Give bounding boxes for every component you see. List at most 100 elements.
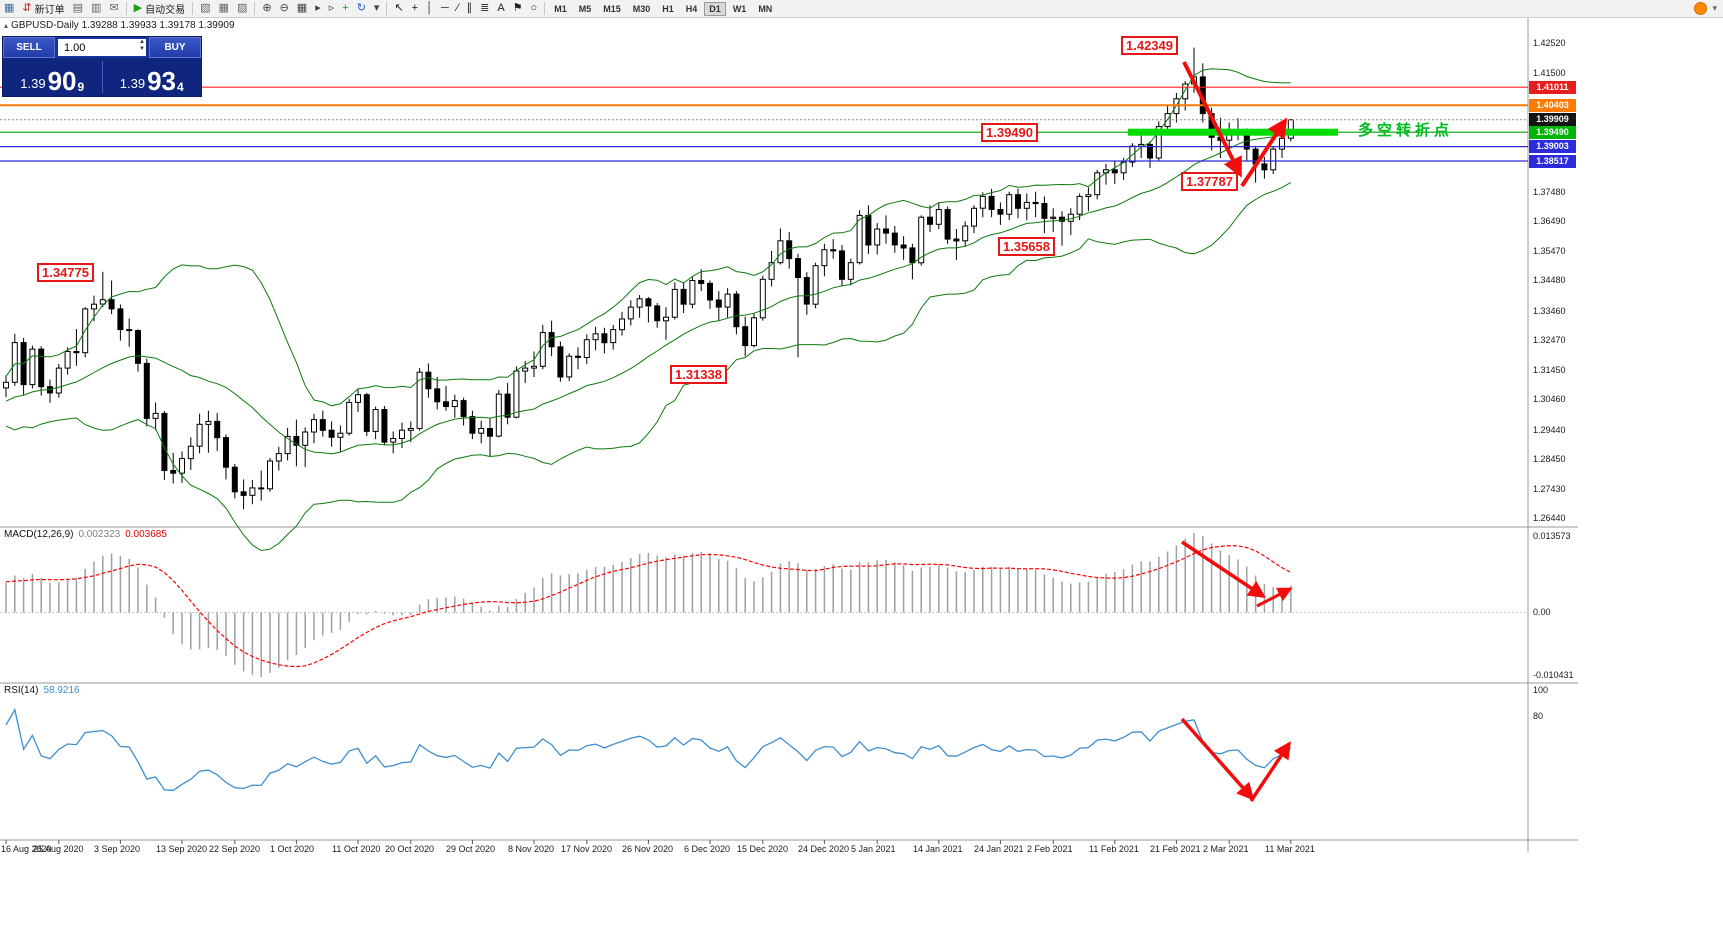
- bollinger-middle[interactable]: [5, 132, 1291, 455]
- new-order-button: ⇵: [22, 2, 32, 14]
- volume-up-icon[interactable]: ▲: [139, 39, 145, 45]
- bid-price[interactable]: 1.39 90 9: [3, 58, 102, 96]
- price-axis-label: 1.34480: [1533, 275, 1566, 285]
- ask-price[interactable]: 1.39 93 4: [103, 58, 202, 96]
- crosshair-icon[interactable]: +: [409, 1, 421, 16]
- fibonacci-icon[interactable]: ≣: [477, 1, 492, 16]
- date-axis-label: 11 Oct 2020: [332, 844, 381, 854]
- indicators-icon: +: [342, 2, 349, 14]
- text-tool-icon[interactable]: A: [494, 1, 507, 16]
- timeframe-h4[interactable]: H4: [685, 3, 698, 14]
- date-axis-label: 15 Dec 2020: [737, 844, 789, 854]
- cursor-icon[interactable]: ↖: [391, 1, 406, 16]
- timeframe-m5[interactable]: M5: [578, 3, 592, 14]
- price-axis-label: 1.29440: [1533, 425, 1566, 435]
- market-watch-icon[interactable]: ▤: [70, 1, 86, 16]
- volume-input[interactable]: 1.00 ▲ ▼: [58, 39, 146, 56]
- bid-pip: 9: [77, 80, 85, 94]
- timeframe-d1[interactable]: D1: [704, 1, 726, 16]
- toolbar-more-icon[interactable]: ▾: [1712, 3, 1717, 13]
- chart-shift-icon[interactable]: ▹: [326, 1, 338, 16]
- arrows-tool-icon[interactable]: ⚑: [510, 1, 526, 16]
- new-order-button-label: 新订单: [34, 5, 65, 16]
- indicators-icon[interactable]: +: [339, 1, 351, 16]
- price-axis-label: 1.36490: [1533, 216, 1566, 226]
- bollinger-upper[interactable]: [5, 68, 1291, 407]
- refresh-icon: ↻: [356, 2, 366, 14]
- zoom-out-icon: ⊖: [279, 2, 289, 14]
- trend-arrow[interactable]: [1182, 61, 1242, 178]
- trend-arrow[interactable]: [1249, 741, 1291, 802]
- trendline-icon: ∕: [456, 2, 459, 14]
- date-axis-label: 21 Feb 2021: [1150, 844, 1201, 854]
- price-axis-label: 1.35470: [1533, 246, 1566, 256]
- price-tag[interactable]: 1.39909: [1529, 113, 1576, 126]
- cascade-windows-icon[interactable]: ▧: [197, 1, 213, 16]
- price-tag[interactable]: 1.41011: [1529, 81, 1576, 94]
- zoom-in-icon: ⊕: [262, 2, 272, 14]
- refresh-icon[interactable]: ↻: [354, 1, 369, 16]
- buy-button[interactable]: BUY: [149, 37, 201, 58]
- macd-label: MACD(12,26,9) 0.002323 0.003685: [4, 529, 167, 540]
- trendline-icon[interactable]: ∕: [454, 1, 462, 16]
- trend-arrow[interactable]: [1180, 717, 1255, 801]
- timeframe-w1[interactable]: W1: [732, 3, 747, 14]
- shapes-tool-icon[interactable]: ○: [528, 1, 541, 16]
- price-tag[interactable]: 1.38517: [1529, 155, 1576, 168]
- sell-button[interactable]: SELL: [3, 37, 55, 58]
- zoom-in-icon[interactable]: ⊕: [259, 1, 274, 16]
- price-tag[interactable]: 1.39003: [1529, 140, 1576, 153]
- profiles-dropdown-icon[interactable]: ▾: [371, 1, 383, 16]
- horizontal-line-icon[interactable]: ─: [438, 1, 452, 16]
- new-order-button[interactable]: ⇵ 新订单: [19, 1, 67, 16]
- mailbox-icon[interactable]: ✉: [106, 1, 121, 16]
- timeframe-m30[interactable]: M30: [632, 3, 651, 14]
- crosshair-icon: +: [411, 2, 419, 14]
- tile-windows-icon: ▦: [218, 2, 229, 14]
- price-axis-label: 1.27430: [1533, 484, 1566, 494]
- pivot-note[interactable]: 多空转折点: [1358, 122, 1454, 139]
- data-window-icon[interactable]: ▥: [88, 1, 104, 16]
- volume-down-icon[interactable]: ▼: [139, 46, 145, 52]
- trend-arrow[interactable]: [1256, 587, 1293, 608]
- timeframe-mn[interactable]: MN: [758, 3, 773, 14]
- vertical-line-icon[interactable]: │: [423, 1, 436, 16]
- price-tag[interactable]: 1.40403: [1529, 99, 1576, 112]
- price-callout[interactable]: 1.39490: [981, 123, 1038, 142]
- auto-scroll-icon[interactable]: ▸: [312, 1, 324, 16]
- pivot-highlight[interactable]: [1128, 128, 1338, 136]
- price-tag[interactable]: 1.39490: [1529, 126, 1576, 139]
- shapes-tool-icon: ○: [530, 2, 538, 14]
- price-callout[interactable]: 1.42349: [1121, 36, 1178, 55]
- charts-icon[interactable]: ▦: [1, 1, 17, 16]
- channel-icon[interactable]: ∥: [464, 1, 476, 16]
- bollinger-lower[interactable]: [5, 181, 1292, 552]
- tile-windows-icon[interactable]: ▦: [216, 1, 232, 16]
- price-axis-label: 1.37480: [1533, 187, 1566, 197]
- price-callout[interactable]: 1.37787: [1181, 172, 1238, 191]
- price-axis-label: 1.31450: [1533, 365, 1566, 375]
- chart-ohlc-label: ▴ GBPUSD-Daily 1.39288 1.39933 1.39178 1.…: [4, 20, 235, 31]
- arrange-windows-icon[interactable]: ▨: [234, 1, 250, 16]
- community-icon[interactable]: [1694, 2, 1708, 15]
- zoom-out-icon[interactable]: ⊖: [277, 1, 292, 16]
- timeframe-h1[interactable]: H1: [662, 3, 674, 14]
- date-axis-label: 16 Aug 2020: [1, 844, 52, 854]
- price-callout[interactable]: 1.35658: [998, 237, 1055, 256]
- chart-icon-small: ▴: [4, 21, 9, 30]
- ask-pip: 4: [177, 80, 184, 94]
- trend-arrow[interactable]: [1240, 117, 1288, 188]
- ask-big: 93: [147, 66, 177, 96]
- trend-arrow[interactable]: [1181, 540, 1266, 598]
- timeframe-m15[interactable]: M15: [603, 3, 621, 14]
- arrows-tool-icon: ⚑: [512, 2, 523, 14]
- macd-signal-line[interactable]: [5, 545, 1292, 668]
- price-callout[interactable]: 1.34775: [37, 263, 94, 282]
- autotrade-button[interactable]: ▶ 自动交易: [131, 1, 188, 16]
- rsi-line[interactable]: [5, 707, 1292, 792]
- price-callout[interactable]: 1.31338: [670, 365, 727, 384]
- chart-grid-icon[interactable]: ▦: [294, 1, 310, 16]
- timeframe-m1[interactable]: M1: [554, 3, 567, 14]
